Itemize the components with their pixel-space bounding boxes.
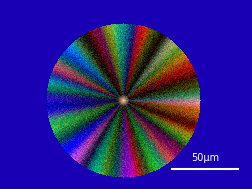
Text: 50μm: 50μm — [191, 153, 219, 163]
